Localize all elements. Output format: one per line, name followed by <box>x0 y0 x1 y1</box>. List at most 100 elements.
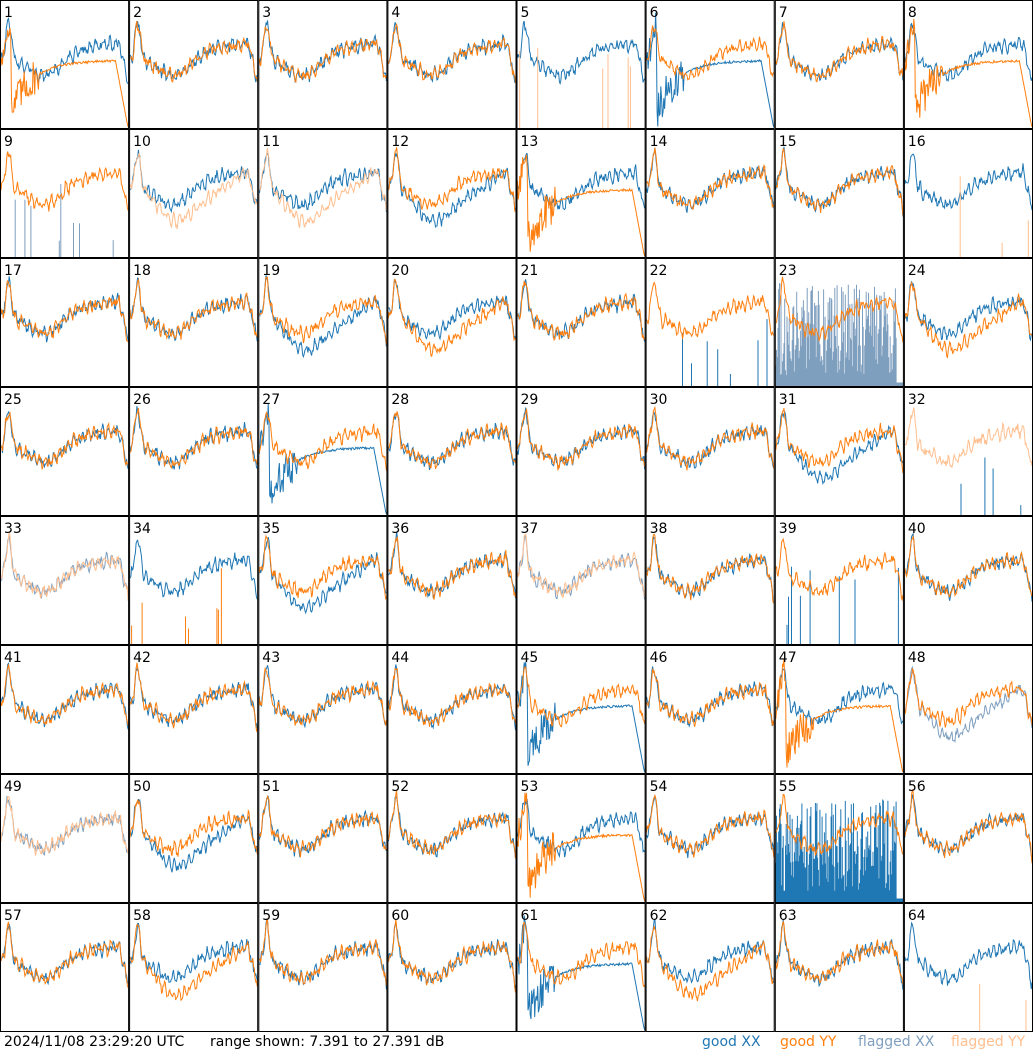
panel-24-label: 24 <box>908 263 926 279</box>
panel-5-frame <box>516 0 646 129</box>
panel-19: 19 <box>258 258 388 387</box>
panel-57-xx-line <box>0 923 129 986</box>
panel-44: 44 <box>387 645 517 774</box>
panel-34-xx-line <box>129 539 258 600</box>
panel-42-label: 42 <box>133 650 151 666</box>
panel-25-frame <box>0 387 130 516</box>
panel-16-label: 16 <box>908 134 926 150</box>
panel-18-yy-line <box>129 278 258 340</box>
panel-57: 57 <box>0 903 130 1032</box>
panel-47-label: 47 <box>779 650 797 666</box>
panel-3-xx-line <box>258 20 387 84</box>
panel-54-yy-line <box>646 793 775 858</box>
panel-27-label: 27 <box>262 392 280 408</box>
panel-35-frame <box>258 516 388 645</box>
panel-22: 22 <box>645 258 775 387</box>
panel-60-xx-line <box>387 922 516 989</box>
panel-34: 34 <box>129 516 259 645</box>
panel-18-frame <box>129 258 259 387</box>
panel-56: 56 <box>903 774 1033 903</box>
panel-7-xx-line <box>775 22 904 82</box>
panel-48: 48 <box>903 645 1033 774</box>
panel-46: 46 <box>645 645 775 774</box>
panel-59-yy-line <box>258 917 387 986</box>
panel-18-label: 18 <box>133 263 151 279</box>
panel-10-xx-line <box>129 149 258 214</box>
panel-19-xx-line <box>258 275 387 359</box>
panel-43-label: 43 <box>262 650 280 666</box>
panel-63-label: 63 <box>779 908 797 924</box>
panel-21-xx-line <box>517 279 646 342</box>
panel-5-label: 5 <box>521 5 530 21</box>
panel-55: 55 <box>774 774 904 903</box>
panel-6-frame <box>645 0 775 129</box>
panel-52-yy-line <box>387 790 516 859</box>
panel-62-xx-line <box>646 918 775 984</box>
panel-12-xx-line <box>387 152 516 228</box>
panel-58-frame <box>129 903 259 1032</box>
panel-34-label: 34 <box>133 521 151 537</box>
panel-20-yy-line <box>387 278 516 357</box>
panel-24-xx-line <box>904 281 1033 342</box>
panel-11-frame <box>258 129 388 258</box>
panel-50-label: 50 <box>133 779 151 795</box>
panel-51-label: 51 <box>262 779 280 795</box>
panel-2-label: 2 <box>133 5 142 21</box>
panel-19-label: 19 <box>262 263 280 279</box>
panel-63-frame <box>774 903 904 1032</box>
panel-26-frame <box>129 387 259 516</box>
panel-40-xx-line <box>904 532 1033 602</box>
panel-60-yy-line <box>387 919 516 993</box>
panel-37-yy-line <box>517 533 646 599</box>
panel-17-xx-line <box>0 276 129 343</box>
panel-14: 14 <box>645 129 775 258</box>
panel-30-yy-line <box>646 405 775 471</box>
panel-7-frame <box>774 0 904 129</box>
panel-41: 41 <box>0 645 130 774</box>
panel-32-xx-line <box>960 457 1022 515</box>
panel-35: 35 <box>258 516 388 645</box>
panel-1-xx-line <box>0 17 129 84</box>
panel-59-label: 59 <box>262 908 280 924</box>
panel-18: 18 <box>129 258 259 387</box>
panel-30-xx-line <box>646 411 775 469</box>
panel-17: 17 <box>0 258 130 387</box>
panel-54: 54 <box>645 774 775 903</box>
panel-53-label: 53 <box>521 779 539 795</box>
panel-13-frame <box>516 129 646 258</box>
panel-29-frame <box>516 387 646 516</box>
panel-63-xx-line <box>775 919 904 990</box>
panel-55-label: 55 <box>779 779 797 795</box>
panel-14-label: 14 <box>650 134 668 150</box>
panel-64-xx-line <box>904 921 1033 990</box>
panel-21-frame <box>516 258 646 387</box>
panel-4-yy-line <box>387 22 516 84</box>
panel-28-xx-line <box>387 411 516 471</box>
panel-5: 5 <box>516 0 646 129</box>
panel-43-yy-line <box>258 666 387 727</box>
panel-45: 45 <box>516 645 646 774</box>
panel-33-frame <box>0 516 130 645</box>
panel-15: 15 <box>774 129 904 258</box>
panel-28-frame <box>387 387 517 516</box>
panel-59: 59 <box>258 903 388 1032</box>
panel-41-xx-line <box>0 662 129 730</box>
panel-52-xx-line <box>387 796 516 859</box>
panel-17-label: 17 <box>4 263 22 279</box>
panel-47-frame <box>774 645 904 774</box>
panel-25-yy-line <box>0 411 129 470</box>
panel-39-yy-line <box>775 537 904 602</box>
panel-21-yy-line <box>517 280 646 342</box>
panel-59-frame <box>258 903 388 1032</box>
panel-53: 53 <box>516 774 646 903</box>
panel-48-xx-line <box>904 665 1033 743</box>
panel-33-yy-line <box>0 532 129 601</box>
panel-13: 13 <box>516 129 646 258</box>
panel-3-frame <box>258 0 388 129</box>
panel-12-label: 12 <box>391 134 409 150</box>
panel-46-xx-line <box>646 666 775 728</box>
panel-61-yy-line <box>517 921 646 988</box>
panel-7: 7 <box>774 0 904 129</box>
panel-54-xx-line <box>646 794 775 859</box>
panel-48-label: 48 <box>908 650 926 666</box>
